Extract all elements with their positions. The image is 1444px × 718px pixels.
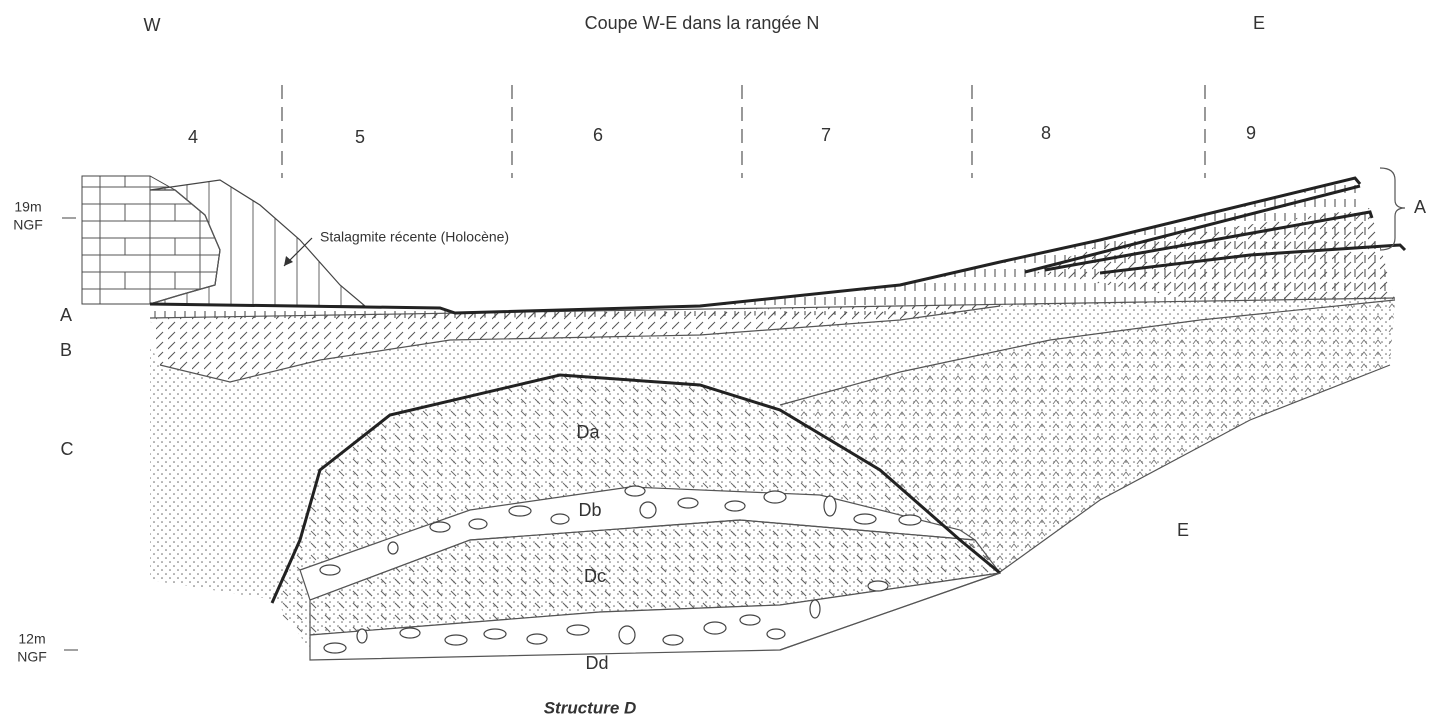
upper-wedges: [1030, 208, 1395, 300]
layer-a: [150, 178, 1395, 318]
elevation-datum: NGF: [13, 217, 43, 233]
column-label: 5: [355, 127, 365, 147]
surface: [149, 176, 1362, 315]
unit-label: E: [1177, 520, 1189, 540]
annotation: Stalagmite récente (Holocène): [320, 229, 509, 245]
column-label: 7: [821, 125, 831, 145]
east-label: E: [1253, 13, 1265, 33]
unit-label: Da: [576, 422, 600, 442]
layer-label: C: [61, 439, 74, 459]
crusts: [1024, 184, 1407, 275]
layer-b: [150, 298, 1395, 382]
west-label: W: [144, 15, 161, 35]
layer-c-boundary: [779, 299, 1396, 406]
right-label: A: [1414, 197, 1426, 217]
unit-label: Dd: [585, 653, 608, 673]
title: Coupe W-E dans la rangée N: [585, 13, 820, 33]
column-label: 8: [1041, 123, 1051, 143]
unit-label: Dc: [584, 566, 606, 586]
column-label: 9: [1246, 123, 1256, 143]
brace: [1379, 167, 1406, 251]
structure-d-outline: [270, 373, 1001, 604]
pebbles: [319, 485, 922, 654]
caption: Structure D: [544, 698, 637, 717]
column-label: 4: [188, 127, 198, 147]
layer-label: B: [60, 340, 72, 360]
arrow-head: [284, 256, 293, 266]
elevation-level: 19m: [14, 199, 41, 215]
dd-boundary: [779, 572, 1001, 651]
layer-b-boundary: [159, 305, 1001, 383]
elevation-datum: NGF: [17, 649, 47, 665]
wall-edge: [149, 189, 221, 305]
column-label: 6: [593, 125, 603, 145]
unit-label: Db: [578, 500, 601, 520]
column-separators: [281, 85, 1206, 178]
layer-label: A: [60, 305, 72, 325]
elevation-level: 12m: [18, 631, 45, 647]
layer-a-base: [149, 297, 1396, 319]
